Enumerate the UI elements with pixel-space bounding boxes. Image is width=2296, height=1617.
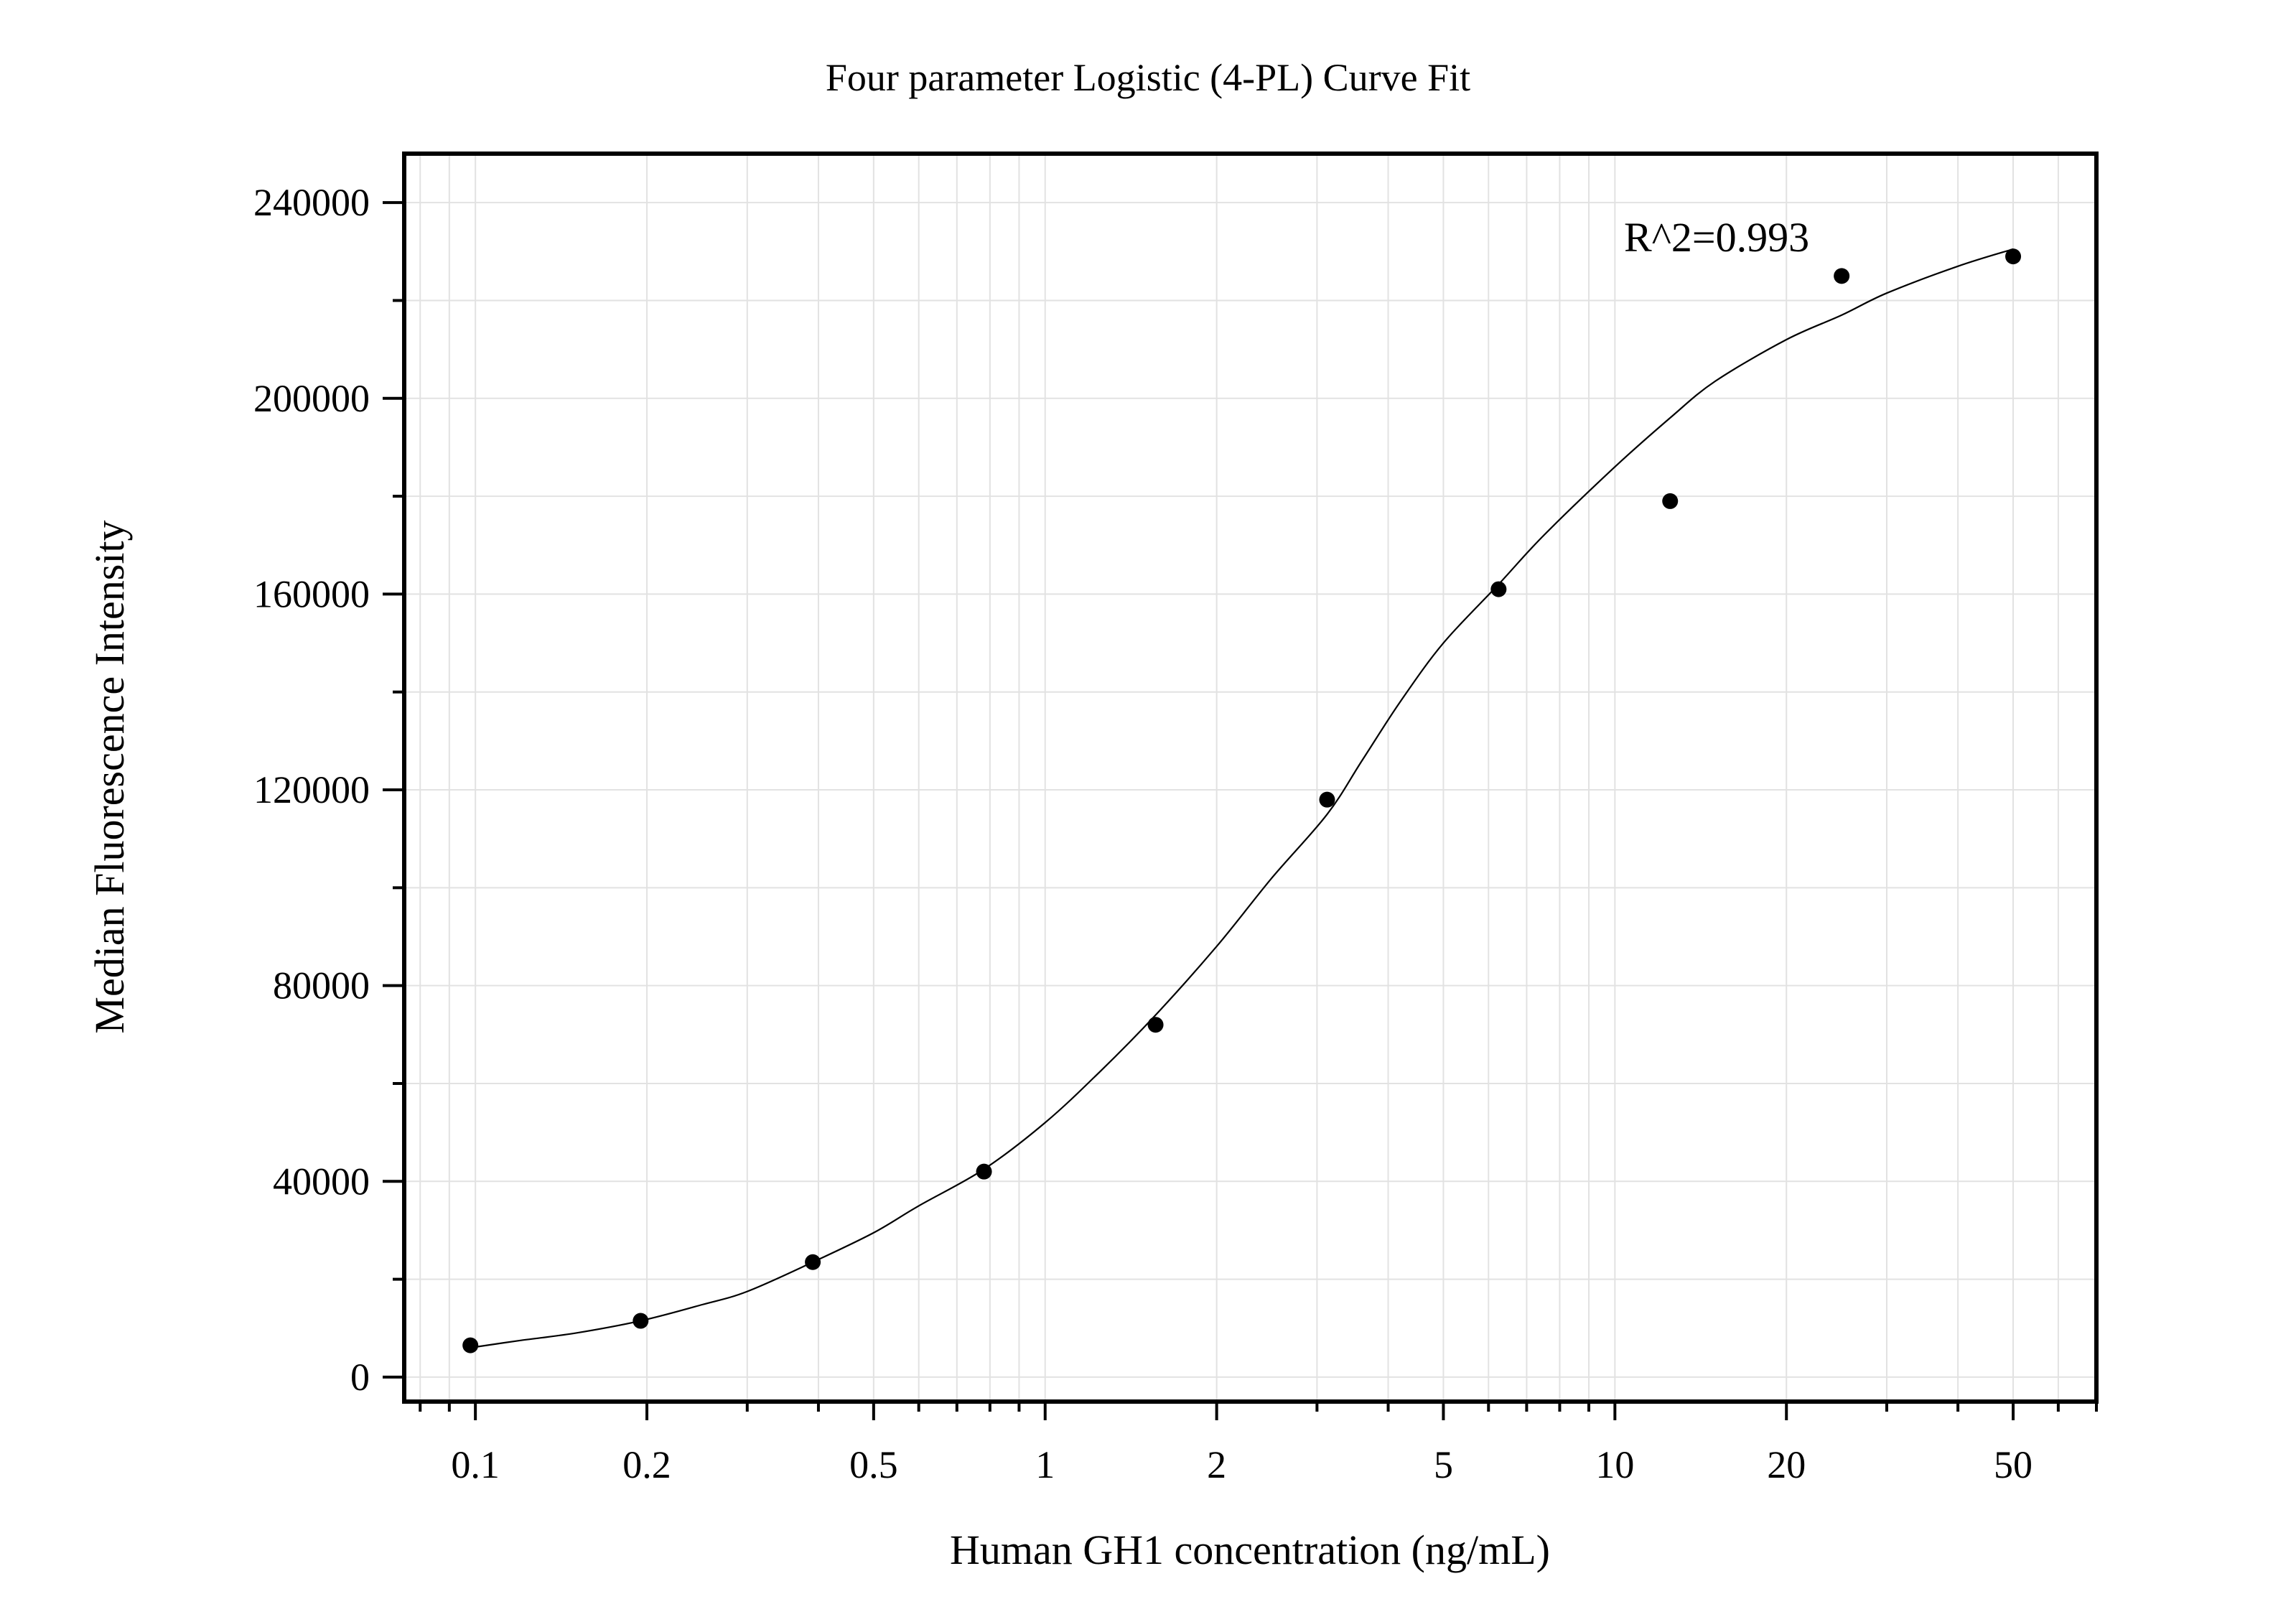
y-axis-title: Median Fluorescence Intensity — [86, 520, 133, 1033]
x-tick-label: 5 — [1434, 1443, 1453, 1486]
data-point — [1147, 1017, 1164, 1033]
chart-title: Four parameter Logistic (4-PL) Curve Fit — [826, 56, 1470, 99]
axis-tick-labels: 0.1 0.2 0.5 1 2 5 10 20 50 0 40000 80000 120000 16000… — [253, 181, 2033, 1486]
data-point — [633, 1313, 649, 1329]
x-tick-label: 0.5 — [849, 1443, 898, 1486]
data-point — [2005, 248, 2022, 265]
x-tick-label: 2 — [1207, 1443, 1226, 1486]
data-point — [805, 1254, 821, 1270]
data-point — [1662, 493, 1679, 509]
fit-curve — [470, 248, 2014, 1349]
data-point — [976, 1163, 992, 1180]
data-point — [1490, 581, 1507, 597]
x-tick-label: 20 — [1767, 1443, 1806, 1486]
y-tick-label: 160000 — [253, 572, 370, 615]
y-tick-label: 80000 — [273, 964, 370, 1007]
plot-frame — [402, 152, 2099, 1404]
x-tick-label: 0.2 — [622, 1443, 671, 1486]
x-tick-label: 50 — [1994, 1443, 2033, 1486]
y-tick-label: 0 — [350, 1356, 370, 1399]
y-tick-label: 200000 — [253, 377, 370, 420]
data-point — [1834, 268, 1850, 284]
x-tick-label: 10 — [1595, 1443, 1634, 1486]
data-point — [462, 1337, 479, 1353]
x-tick-label: 1 — [1035, 1443, 1055, 1486]
x-tick-label: 0.1 — [451, 1443, 500, 1486]
axis-ticks — [383, 201, 2098, 1420]
y-tick-label: 240000 — [253, 181, 370, 224]
grid — [404, 154, 2097, 1402]
r-squared-annotation: R^2=0.993 — [1624, 214, 1809, 261]
x-axis-title: Human GH1 concentration (ng/mL) — [950, 1527, 1550, 1573]
data-point — [1319, 791, 1335, 808]
y-tick-label: 40000 — [273, 1160, 370, 1203]
data-points — [462, 248, 2022, 1353]
y-tick-label: 120000 — [253, 768, 370, 811]
